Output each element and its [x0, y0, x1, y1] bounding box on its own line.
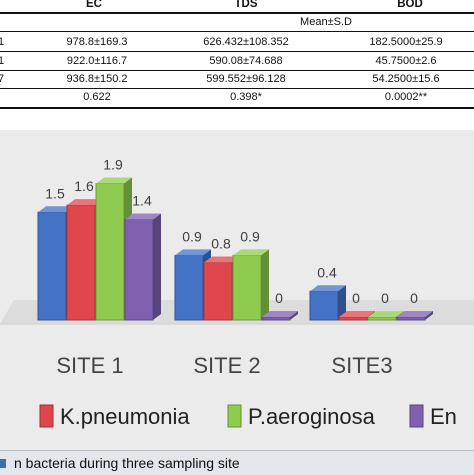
bar-front — [204, 263, 232, 320]
category-label: SITE3 — [331, 353, 392, 378]
table-row: 7 936.8±150.2 599.552±96.128 54.2500±15.… — [0, 71, 474, 88]
header-bod: BOD — [397, 0, 423, 10]
figure-caption: n bacteria during three sampling site — [14, 455, 240, 471]
cell-bod: 45.7500±2.6 — [375, 55, 436, 67]
table-rule — [0, 51, 474, 52]
bar-front — [96, 184, 124, 320]
data-label: 0 — [410, 290, 418, 306]
header-ec: EC — [86, 0, 102, 10]
cell-tds: 626.432±108.352 — [203, 36, 289, 48]
bar-front — [339, 317, 367, 320]
data-label: 0.8 — [211, 236, 231, 252]
bar-front — [310, 291, 338, 320]
statistics-table: EC TDS BOD Mean±S.D 1 978.8±169.3 626.43… — [0, 0, 474, 112]
bar-front — [67, 205, 95, 320]
bar-front — [368, 317, 396, 320]
cell-bod: 0.0002** — [385, 91, 427, 103]
bar-front — [175, 255, 203, 320]
cell-bod: 54.2500±15.6 — [372, 73, 439, 85]
legend-swatch — [228, 405, 241, 427]
data-label: 0 — [381, 290, 389, 306]
data-label: 0.9 — [240, 228, 260, 244]
cell-tds: 599.552±96.128 — [206, 73, 285, 85]
category-label: SITE 1 — [56, 353, 123, 378]
data-label: 1.6 — [74, 178, 94, 194]
bar-front — [38, 212, 66, 320]
bar — [125, 213, 161, 320]
legend-label: En — [430, 404, 457, 429]
cell-ec: 936.8±150.2 — [66, 73, 127, 85]
cell-tds: 0.398* — [230, 91, 262, 103]
bar-front — [397, 317, 425, 320]
legend-swatch — [410, 405, 423, 427]
cell-bod: 182.5000±25.9 — [369, 36, 442, 48]
bar — [310, 285, 346, 320]
caption-marker — [0, 459, 6, 468]
mean-sd-label: Mean±S.D — [300, 16, 352, 28]
table-row: 0.622 0.398* 0.0002** — [0, 89, 474, 106]
row-lead: 1 — [0, 36, 4, 48]
row-lead: 7 — [0, 73, 4, 85]
cell-ec: 0.622 — [83, 91, 111, 103]
legend-swatch — [40, 405, 53, 427]
data-label: 1.9 — [103, 157, 123, 173]
figure-caption-bar: n bacteria during three sampling site — [0, 450, 474, 475]
data-label: 1.4 — [132, 192, 152, 208]
bar-side — [153, 213, 161, 320]
data-label: 0 — [352, 290, 360, 306]
bar-front — [262, 317, 290, 320]
table-row: 1 978.8±169.3 626.432±108.352 182.5000±2… — [0, 34, 474, 51]
bar-side — [261, 249, 269, 320]
cell-ec: 978.8±169.3 — [66, 36, 127, 48]
bar-front — [233, 255, 261, 320]
legend-label: K.pneumonia — [60, 404, 190, 429]
table-row: 1 922.0±116.7 590.08±74.688 45.7500±2.6 — [0, 53, 474, 70]
cell-ec: 922.0±116.7 — [67, 55, 127, 67]
data-label: 1.5 — [45, 185, 65, 201]
header-tds: TDS — [235, 0, 258, 10]
table-subheader-row: Mean±S.D — [0, 14, 474, 31]
cell-tds: 590.08±74.688 — [209, 55, 282, 67]
data-label: 0 — [275, 290, 283, 306]
category-label: SITE 2 — [193, 353, 260, 378]
row-lead: 1 — [0, 55, 4, 67]
table-rule — [0, 31, 474, 32]
table-rule — [0, 107, 474, 109]
bar — [233, 249, 269, 320]
legend-label: P.aeroginosa — [248, 404, 376, 429]
data-label: 0.4 — [317, 264, 337, 280]
bar-front — [125, 219, 153, 320]
data-label: 0.9 — [182, 228, 202, 244]
